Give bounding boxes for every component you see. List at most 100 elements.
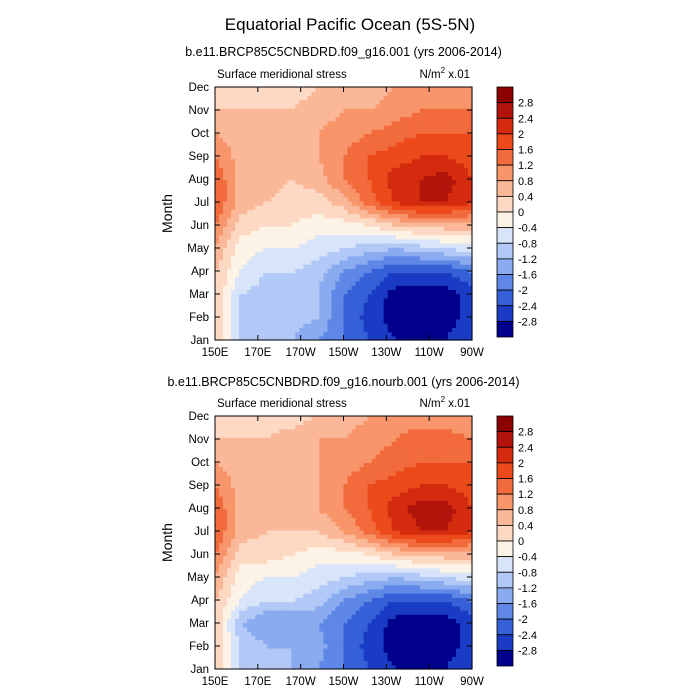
heat-cell: [347, 103, 353, 109]
heat-cell: [431, 183, 437, 189]
heat-cell: [391, 660, 397, 666]
heat-cell: [271, 112, 276, 118]
heat-cell: [315, 297, 321, 303]
heat-cell: [419, 618, 425, 624]
heat-cell: [267, 293, 272, 299]
heat-cell: [431, 647, 437, 653]
heat-cell: [387, 87, 393, 92]
heat-cell: [267, 276, 272, 282]
heat-cell: [215, 609, 220, 615]
heat-cell: [223, 141, 228, 147]
heat-cell: [347, 124, 353, 130]
heat-cell: [367, 335, 373, 341]
heat-cell: [335, 652, 341, 657]
heat-cell: [419, 91, 425, 97]
heat-cell: [463, 289, 469, 295]
heat-cell: [327, 310, 333, 316]
heat-cell: [363, 626, 369, 632]
heat-cell: [355, 234, 361, 240]
heat-cell: [291, 158, 296, 164]
heat-cell: [379, 272, 385, 278]
heat-cell: [391, 209, 397, 215]
heat-cell: [355, 264, 361, 269]
heat-cell: [283, 331, 288, 337]
colorbar-label: -1.6: [518, 270, 537, 282]
heat-cell: [431, 141, 437, 147]
heat-cell: [379, 158, 385, 164]
heat-cell: [263, 331, 268, 337]
heat-cell: [435, 179, 441, 185]
heat-cell: [275, 112, 280, 118]
heat-cell: [375, 141, 381, 147]
heat-cell: [267, 614, 272, 619]
heat-cell: [271, 268, 276, 274]
heat-cell: [347, 660, 353, 666]
heat-cell: [315, 99, 321, 105]
heat-cell: [267, 179, 272, 185]
heat-cell: [335, 601, 341, 607]
heat-cell: [339, 652, 345, 657]
heat-cell: [247, 108, 252, 113]
heat-cell: [459, 209, 465, 215]
heat-cell: [307, 87, 312, 92]
heat-cell: [387, 306, 393, 312]
heat-cell: [379, 297, 385, 303]
heat-cell: [379, 205, 385, 210]
heat-cell: [223, 618, 228, 624]
heat-cell: [455, 179, 461, 185]
heat-cell: [299, 99, 304, 105]
heat-cell: [415, 327, 421, 333]
heat-cell: [359, 631, 365, 636]
heat-cell: [307, 255, 312, 261]
heat-cell: [391, 112, 397, 118]
heat-cell: [239, 297, 244, 303]
heat-cell: [387, 639, 393, 645]
colorbar-label: 0.4: [518, 191, 533, 203]
heat-cell: [255, 314, 260, 320]
heat-cell: [291, 238, 296, 244]
heat-cell: [275, 175, 280, 181]
heat-cell: [459, 112, 465, 118]
heat-cell: [447, 137, 453, 143]
x-tick-label: 130W: [371, 347, 401, 359]
heat-cell: [383, 238, 389, 244]
heat-cell: [283, 314, 288, 320]
heat-cell: [291, 251, 296, 257]
heat-cell: [451, 268, 457, 274]
heat-cell: [411, 601, 417, 607]
heat-cell: [399, 631, 405, 636]
heat-cell: [243, 264, 248, 269]
heat-cell: [467, 626, 473, 632]
heat-cell: [383, 660, 389, 666]
heat-cell: [227, 129, 232, 134]
heat-cell: [243, 108, 248, 113]
heat-cell: [407, 639, 413, 645]
heat-cell: [247, 331, 252, 337]
heat-cell: [359, 99, 365, 105]
heat-cell: [303, 622, 308, 628]
heat-cell: [451, 200, 457, 206]
heat-cell: [339, 323, 345, 328]
heat-cell: [239, 108, 244, 113]
heat-cell: [359, 120, 365, 126]
heat-cell: [399, 141, 405, 147]
heat-cell: [235, 91, 240, 97]
heat-cell: [459, 605, 465, 611]
heat-cell: [423, 323, 429, 328]
heat-cell: [343, 175, 349, 181]
heat-cell: [467, 297, 473, 303]
heat-cell: [267, 175, 272, 181]
heat-cell: [363, 297, 369, 303]
heat-cell: [399, 652, 405, 657]
heat-cell: [391, 99, 397, 105]
heat-cell: [431, 656, 437, 662]
heat-cell: [411, 639, 417, 645]
heat-cell: [215, 205, 220, 210]
heat-cell: [311, 179, 316, 185]
heat-cell: [467, 112, 473, 118]
heat-cell: [355, 259, 361, 265]
heat-cell: [307, 112, 312, 118]
heat-cell: [319, 609, 325, 615]
heat-cell: [251, 631, 256, 636]
heat-cell: [303, 318, 308, 324]
